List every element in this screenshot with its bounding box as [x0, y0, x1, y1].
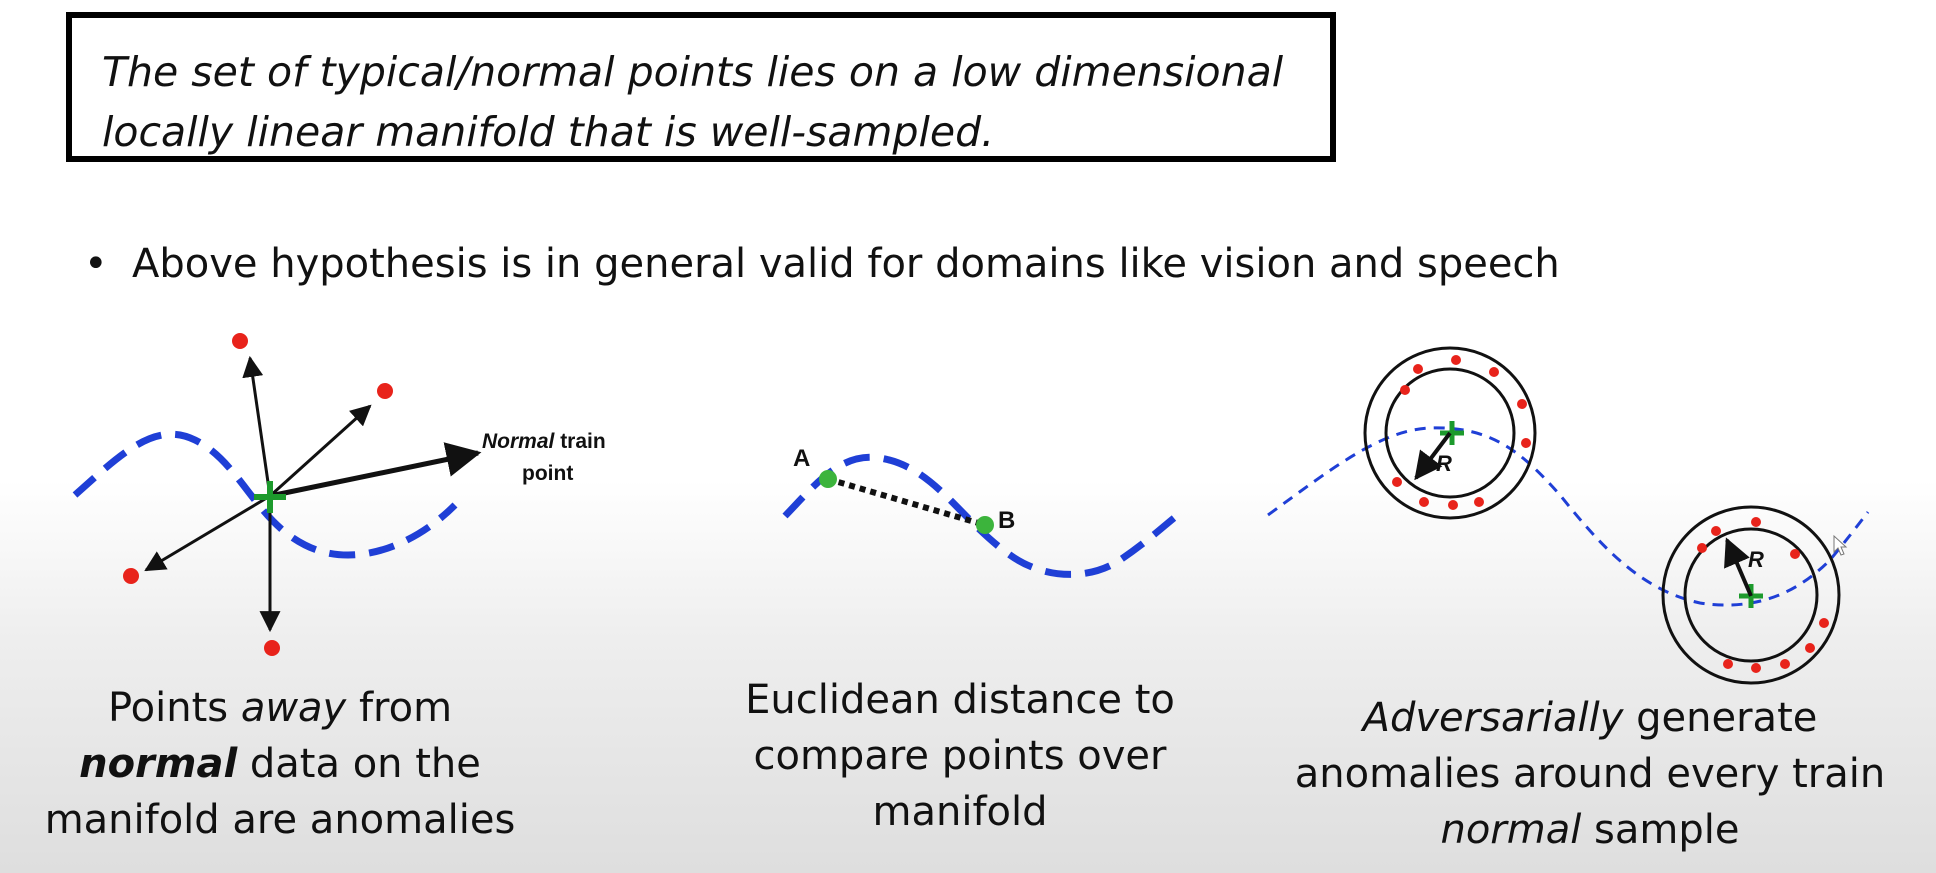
anomaly-point — [1448, 500, 1458, 510]
bullet-text: Above hypothesis is in general valid for… — [132, 241, 1560, 287]
outer-sampling-ring-1 — [1363, 346, 1537, 520]
outer-sampling-ring-2 — [1661, 505, 1841, 685]
anomaly-point — [1489, 367, 1499, 377]
panel-1-diagram: Normal train point — [72, 333, 606, 656]
anomaly-point — [1517, 399, 1527, 409]
anomaly-point — [1392, 477, 1402, 487]
manifold-curve-1 — [72, 430, 458, 559]
bullet-symbol: • — [84, 241, 108, 287]
anomaly-point — [1521, 438, 1531, 448]
radius-arrow-1 — [1414, 431, 1452, 481]
caption-2-line-1: Euclidean distance to — [745, 677, 1175, 723]
normal-train-label: Normal train — [482, 430, 606, 453]
anomaly-point — [123, 568, 139, 584]
anomaly-point — [1723, 659, 1733, 669]
anomaly-point — [1413, 364, 1423, 374]
anomaly-point — [1697, 543, 1707, 553]
caption-2-line-3: manifold — [872, 789, 1048, 835]
bullet-point: • Above hypothesis is in general valid fo… — [84, 236, 1560, 292]
anomaly-point — [377, 383, 393, 399]
arrow-to-anomaly-upper-right — [268, 404, 372, 498]
normal-point-marker — [254, 481, 286, 513]
anomaly-point — [1711, 526, 1721, 536]
caption-3-line-3: normal sample — [1440, 807, 1740, 853]
arrow-to-label — [269, 442, 482, 499]
anomaly-point — [1790, 549, 1800, 559]
arrow-to-anomaly-left — [144, 494, 271, 572]
radius-label-1: R — [1436, 451, 1452, 476]
caption-2-line-2: compare points over — [753, 733, 1167, 779]
label-b: B — [998, 507, 1015, 534]
panel-3-diagram: R R — [1267, 346, 1870, 685]
euclidean-distance-line — [827, 476, 986, 528]
radius-label-2: R — [1748, 547, 1764, 572]
arrow-to-anomaly-top — [242, 355, 272, 497]
point-a — [819, 470, 837, 488]
manifold-curve-3 — [1267, 426, 1870, 607]
normal-point-marker — [1440, 421, 1464, 445]
panel-2-caption: Euclidean distance to compare points ove… — [725, 672, 1195, 840]
anomaly-point — [1400, 385, 1410, 395]
hypothesis-line-2: locally linear manifold that is well-sam… — [102, 108, 995, 156]
manifold-curve-2 — [782, 453, 1185, 578]
label-a: A — [793, 445, 810, 472]
anomaly-point — [232, 333, 248, 349]
anomaly-point — [1780, 659, 1790, 669]
anomaly-point — [1451, 355, 1461, 365]
mouse-cursor-icon — [1833, 534, 1848, 556]
anomaly-point — [264, 640, 280, 656]
radius-arrow-2 — [1724, 537, 1753, 597]
panel-1-caption: Points away from normal data on the mani… — [20, 680, 540, 848]
point-b — [976, 516, 994, 534]
inner-radius-ring-1 — [1384, 367, 1516, 499]
inner-radius-ring-2 — [1683, 527, 1819, 663]
anomaly-point — [1805, 643, 1815, 653]
caption-1-line-3: manifold are anomalies — [44, 797, 516, 843]
caption-3-line-2: anomalies around every train — [1294, 751, 1886, 797]
panel-2-diagram: A B — [782, 445, 1185, 578]
hypothesis-box: The set of typical/normal points lies on… — [66, 12, 1336, 162]
caption-1-line-1: Points away from — [107, 685, 453, 731]
anomaly-point — [1819, 618, 1829, 628]
anomaly-point — [1474, 497, 1484, 507]
anomaly-point — [1751, 517, 1761, 527]
caption-1-line-2: normal data on the — [79, 741, 481, 787]
anomaly-point — [1419, 497, 1429, 507]
panel-3-caption: Adversarially generate anomalies around … — [1285, 690, 1895, 858]
anomaly-point — [1751, 663, 1761, 673]
point-label: point — [522, 462, 573, 485]
caption-3-line-1: Adversarially generate — [1362, 695, 1818, 741]
hypothesis-line-1: The set of typical/normal points lies on… — [102, 48, 1284, 96]
